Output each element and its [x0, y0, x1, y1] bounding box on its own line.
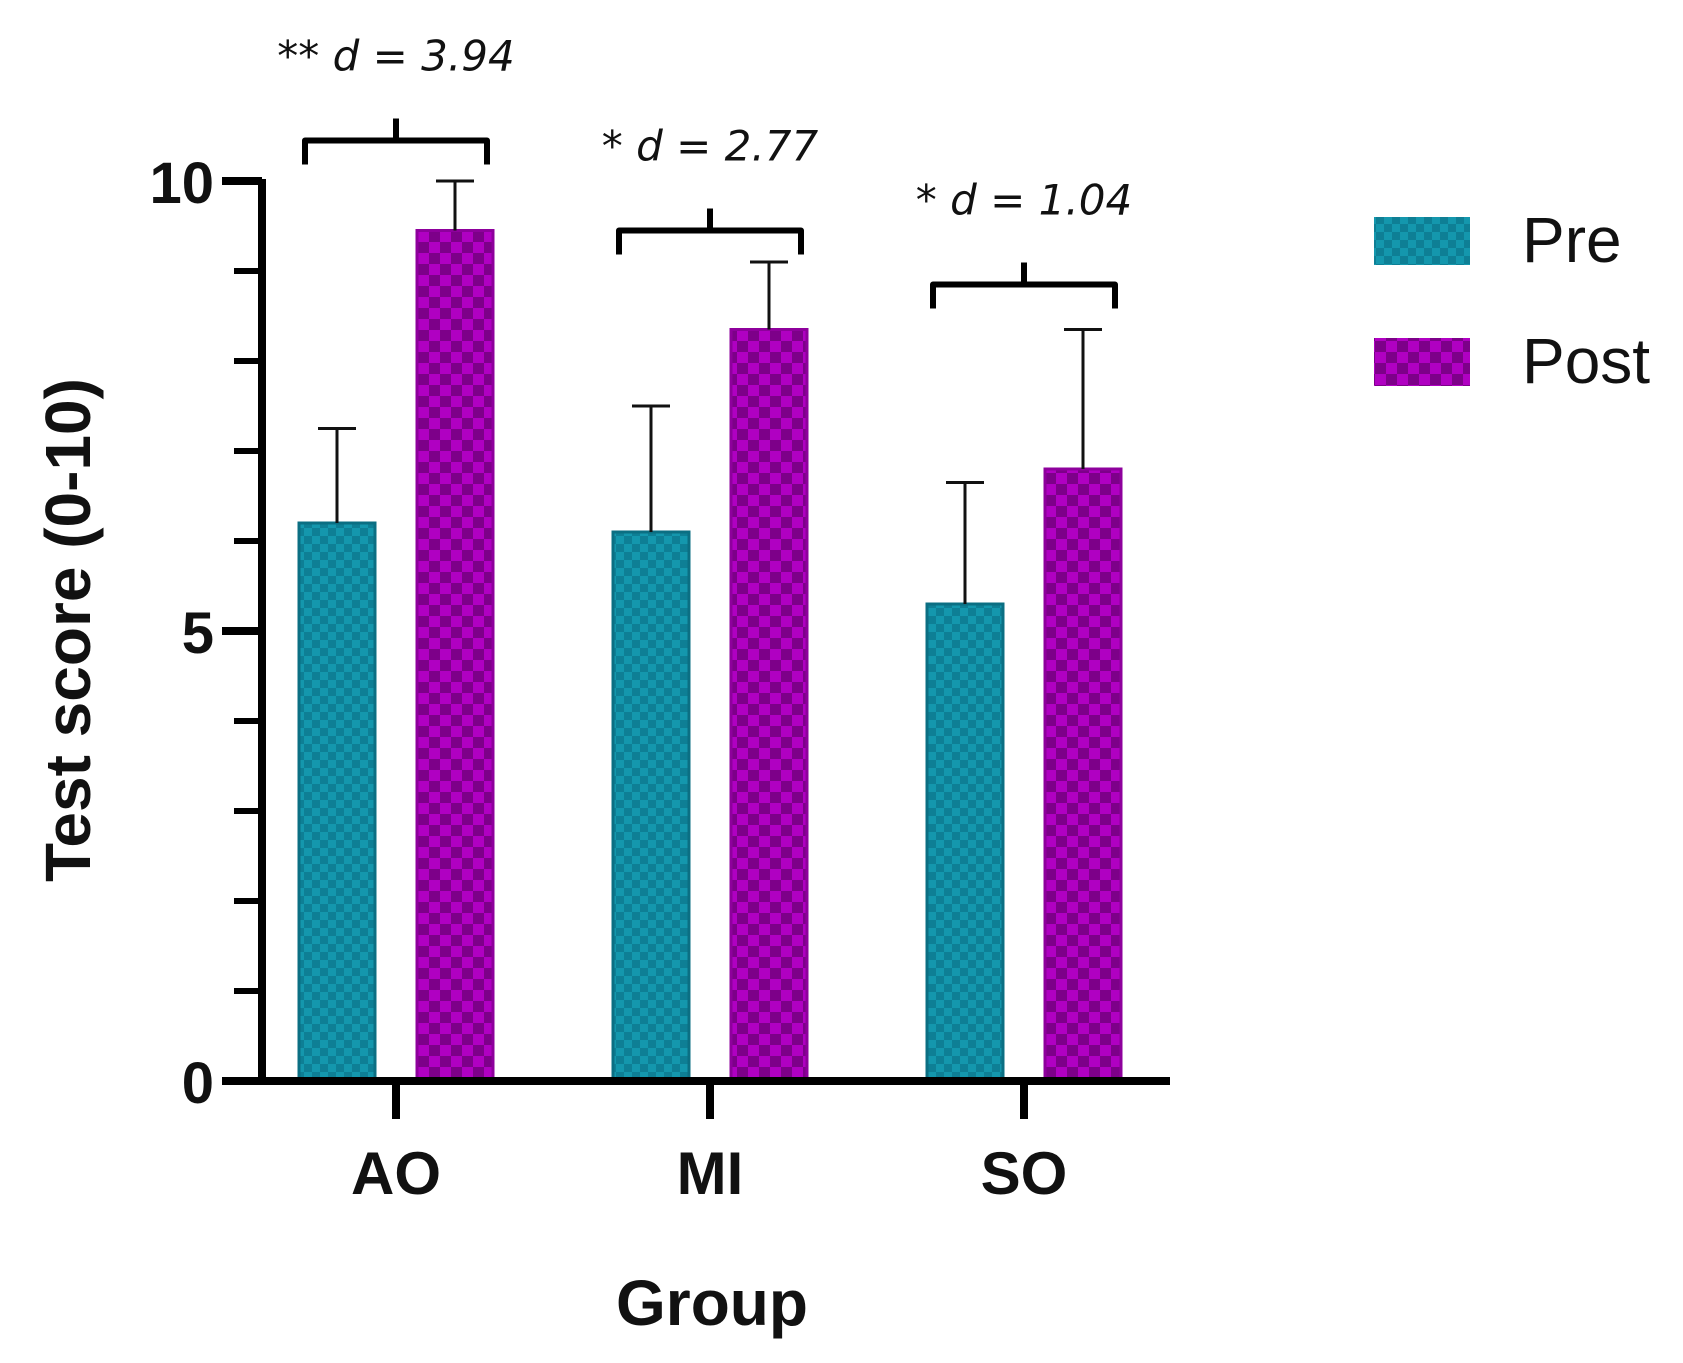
- plot-area: [297, 179, 1123, 1083]
- legend-swatch-post: [1374, 338, 1470, 386]
- bar-post-mi: [729, 328, 809, 1083]
- bar-post-ao: [415, 229, 495, 1083]
- bar-pre-so: [925, 602, 1005, 1083]
- significance-label-mi: * d = 2.77: [602, 122, 819, 171]
- y-axis-label: Test score (0-10): [32, 378, 104, 882]
- x-tick-label-mi: MI: [677, 1140, 744, 1207]
- significance-bracket-so: [930, 262, 1118, 309]
- y-tick-label: 10: [149, 151, 214, 216]
- significance-bracket-ao: [302, 118, 490, 165]
- y-tick-label: 0: [182, 1051, 214, 1116]
- significance-bracket-mi: [616, 208, 804, 255]
- x-axis-label: Group: [616, 1267, 808, 1339]
- bar-pre-mi: [611, 530, 691, 1083]
- legend: Pre Post: [1374, 204, 1650, 397]
- legend-swatch-pre: [1374, 217, 1470, 265]
- bar-pre-ao: [297, 521, 377, 1083]
- x-axis: AO MI SO: [222, 1077, 1170, 1207]
- y-tick-label: 5: [182, 601, 214, 666]
- legend-label-pre: Pre: [1522, 204, 1622, 276]
- x-tick-label-ao: AO: [351, 1140, 441, 1207]
- significance-label-so: * d = 1.04: [916, 176, 1132, 225]
- y-axis: 0 5 10: [149, 151, 266, 1116]
- legend-label-post: Post: [1522, 325, 1650, 397]
- significance-annotations: ** d = 3.94 * d = 2.77 * d = 1.04: [277, 32, 1132, 309]
- x-tick-label-so: SO: [981, 1140, 1068, 1207]
- bar-post-so: [1043, 467, 1123, 1083]
- significance-label-ao: ** d = 3.94: [277, 32, 514, 81]
